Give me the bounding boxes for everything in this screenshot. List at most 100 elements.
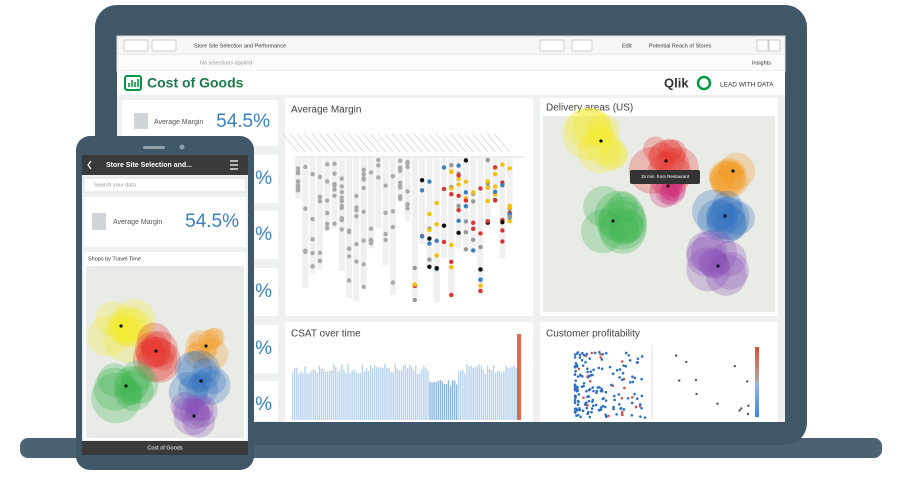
csat-bar bbox=[335, 366, 337, 420]
margin-dot bbox=[471, 237, 476, 243]
csat-bar bbox=[501, 373, 503, 420]
margin-dot bbox=[449, 265, 454, 270]
map-area bbox=[662, 139, 687, 164]
next-sheet[interactable] bbox=[768, 39, 781, 52]
map-area bbox=[151, 348, 175, 371]
profit-dot bbox=[621, 371, 625, 375]
map-area bbox=[686, 236, 726, 277]
margin-column bbox=[419, 158, 426, 245]
margin-dot bbox=[419, 188, 425, 193]
profit-dot bbox=[620, 360, 624, 363]
margin-dot bbox=[471, 190, 476, 195]
csat-bar bbox=[499, 371, 501, 420]
phone-camera bbox=[179, 144, 185, 150]
margin-column bbox=[302, 158, 309, 288]
phone-kpi-icon bbox=[92, 213, 106, 230]
margin-dot bbox=[310, 264, 315, 269]
color-scale bbox=[755, 410, 759, 414]
insights-button[interactable]: Insights bbox=[752, 60, 771, 66]
toolbar-button[interactable] bbox=[539, 39, 565, 52]
csat-bar bbox=[511, 366, 513, 420]
margin-dot bbox=[434, 265, 439, 271]
map-area bbox=[185, 330, 218, 363]
profit-dot bbox=[590, 410, 593, 414]
profit-dot bbox=[607, 414, 610, 418]
map-area bbox=[168, 371, 209, 412]
csat-bar bbox=[472, 367, 474, 420]
profit-dot bbox=[573, 353, 577, 356]
map-area bbox=[649, 177, 680, 208]
profit-dot bbox=[615, 413, 618, 416]
profit-dot bbox=[574, 396, 577, 400]
csat-bar bbox=[347, 364, 349, 420]
sheet-name[interactable]: Potential Reach of Stores bbox=[649, 43, 712, 49]
profit-dot bbox=[630, 413, 634, 417]
margin-dot bbox=[332, 161, 337, 167]
phone-back[interactable] bbox=[87, 160, 92, 170]
nav-button[interactable] bbox=[123, 39, 149, 52]
color-scale bbox=[755, 413, 759, 418]
margin-dot bbox=[500, 239, 505, 244]
profit-dot bbox=[643, 416, 647, 419]
profit-dot bbox=[591, 400, 594, 404]
phone-kpi-label: Average Margin bbox=[113, 219, 162, 226]
map-area bbox=[191, 366, 231, 405]
map-area bbox=[709, 197, 745, 233]
margin-axis-tick bbox=[289, 133, 306, 153]
csat-bar bbox=[359, 373, 362, 420]
margin-dot bbox=[492, 198, 498, 203]
margin-dot bbox=[412, 265, 417, 271]
margin-dot bbox=[325, 225, 330, 231]
phone-menu[interactable] bbox=[230, 160, 238, 170]
profit-dot bbox=[586, 410, 590, 414]
map-area bbox=[103, 316, 150, 363]
margin-dot bbox=[303, 206, 308, 211]
nav-button[interactable] bbox=[151, 39, 177, 52]
profit-dot bbox=[586, 395, 589, 398]
phone-search[interactable] bbox=[83, 177, 247, 193]
map-area bbox=[95, 301, 130, 337]
map-area bbox=[185, 394, 218, 428]
map-area bbox=[113, 366, 150, 402]
map-area bbox=[718, 152, 756, 190]
csat-bar bbox=[376, 367, 378, 420]
panel-title: Average Margin bbox=[291, 105, 361, 116]
phone-header bbox=[82, 155, 248, 175]
csat-bar bbox=[443, 383, 446, 420]
margin-dot bbox=[449, 192, 454, 197]
margin-dot bbox=[449, 186, 454, 191]
margin-axis-tick bbox=[362, 133, 379, 153]
csat-bar bbox=[486, 365, 489, 420]
store bbox=[199, 379, 203, 383]
margin-dot bbox=[303, 248, 308, 253]
profit-dot bbox=[588, 415, 592, 419]
csat-bar bbox=[509, 368, 511, 420]
margin-dot bbox=[456, 176, 461, 182]
margin-dot bbox=[361, 176, 366, 181]
map-area bbox=[190, 397, 214, 421]
map-area bbox=[711, 170, 734, 193]
profit-dot bbox=[576, 375, 580, 378]
edit-button[interactable]: Edit bbox=[622, 43, 632, 49]
map-area bbox=[141, 330, 178, 367]
profit-dot bbox=[624, 365, 628, 368]
toolbar-button[interactable] bbox=[571, 39, 593, 52]
store bbox=[716, 264, 720, 268]
margin-dot bbox=[390, 224, 396, 230]
csat-bar bbox=[488, 369, 491, 420]
map-area bbox=[185, 398, 209, 422]
profit-dot bbox=[579, 373, 582, 377]
map-area bbox=[583, 129, 620, 165]
csat-bar bbox=[304, 366, 306, 420]
prev-sheet[interactable] bbox=[756, 39, 769, 52]
profit-dot bbox=[583, 402, 587, 406]
margin-dot bbox=[456, 230, 461, 236]
margin-axis-tick bbox=[333, 133, 350, 153]
csat-bar bbox=[322, 368, 325, 420]
map-area bbox=[172, 397, 199, 423]
store bbox=[666, 184, 670, 188]
csat-bar bbox=[460, 370, 462, 420]
csat-bar bbox=[431, 382, 433, 420]
margin-axis-tick bbox=[369, 133, 386, 153]
profit-dot bbox=[580, 385, 584, 389]
